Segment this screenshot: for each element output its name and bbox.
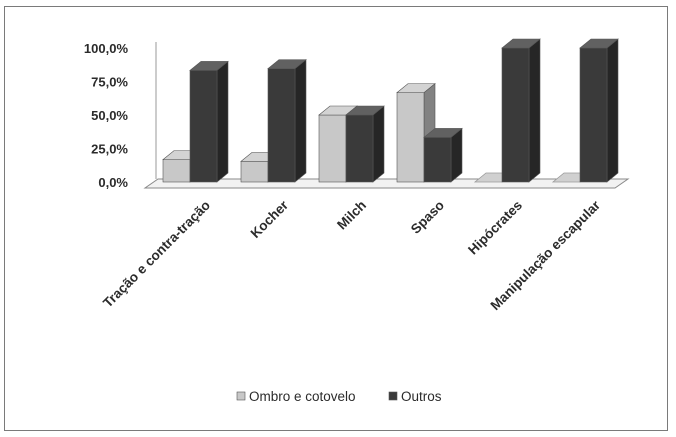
y-tick-label: 75,0%: [91, 75, 128, 90]
bar-front-face: [423, 137, 452, 183]
bar-outros-1: [267, 59, 307, 183]
x-category-label: Milch: [334, 198, 369, 233]
y-tick-label: 0,0%: [98, 175, 128, 190]
legend-label: Ombro e cotovelo: [249, 389, 356, 404]
bar-front-face: [501, 47, 530, 183]
bar-side-face: [606, 38, 619, 183]
bar-front-face: [162, 159, 191, 183]
bar-side-face: [294, 59, 307, 183]
bar-top-face: [267, 59, 307, 69]
bar-front-face: [318, 114, 347, 183]
bar-top-face: [345, 105, 385, 116]
bar-outros-3: [423, 127, 463, 183]
bar-front-face: [579, 47, 608, 183]
legend-label: Outros: [401, 389, 442, 404]
x-axis-labels: Tração e contra-tração Kocher Milch Spaso Hi…: [100, 197, 604, 313]
legend-swatch: [236, 391, 246, 401]
bar-outros-0: [189, 60, 229, 183]
chart-frame: [4, 6, 668, 431]
bar-side-face: [450, 127, 463, 183]
bar-side-face: [372, 105, 385, 183]
legend-item: Ombro e cotovelo: [236, 389, 356, 404]
legend-item: Outros: [388, 389, 442, 404]
bar-front-face: [267, 68, 296, 183]
bar-top-face: [423, 128, 463, 138]
legend-swatch: [388, 391, 398, 401]
x-category-label: Spaso: [408, 198, 447, 237]
bars: [162, 38, 619, 183]
y-tick-label: 50,0%: [91, 108, 128, 123]
bar-outros-5: [579, 38, 619, 183]
y-tick-label: 100,0%: [84, 41, 129, 56]
bar-front-face: [189, 70, 218, 183]
bar-top-face: [501, 38, 541, 49]
x-category-label: Tração e contra-tração: [100, 198, 213, 311]
bar-top-face: [396, 83, 436, 93]
y-axis: 0,0% 25,0% 50,0% 75,0% 100,0%: [84, 41, 129, 190]
bar-front-face: [345, 114, 374, 183]
bar-outros-4: [501, 38, 541, 183]
bar-front-face: [396, 92, 425, 183]
bar-front-face: [240, 161, 269, 183]
y-tick-label: 25,0%: [91, 142, 128, 157]
bar-side-face: [528, 38, 541, 183]
bar-top-face: [579, 38, 619, 49]
bar-side-face: [216, 60, 229, 183]
bar-outros-2: [345, 105, 385, 183]
x-category-label: Kocher: [248, 197, 292, 241]
x-category-label: Hipócrates: [465, 198, 525, 258]
legend: Ombro e cotovelo Outros: [236, 389, 442, 404]
bar-top-face: [189, 61, 229, 71]
